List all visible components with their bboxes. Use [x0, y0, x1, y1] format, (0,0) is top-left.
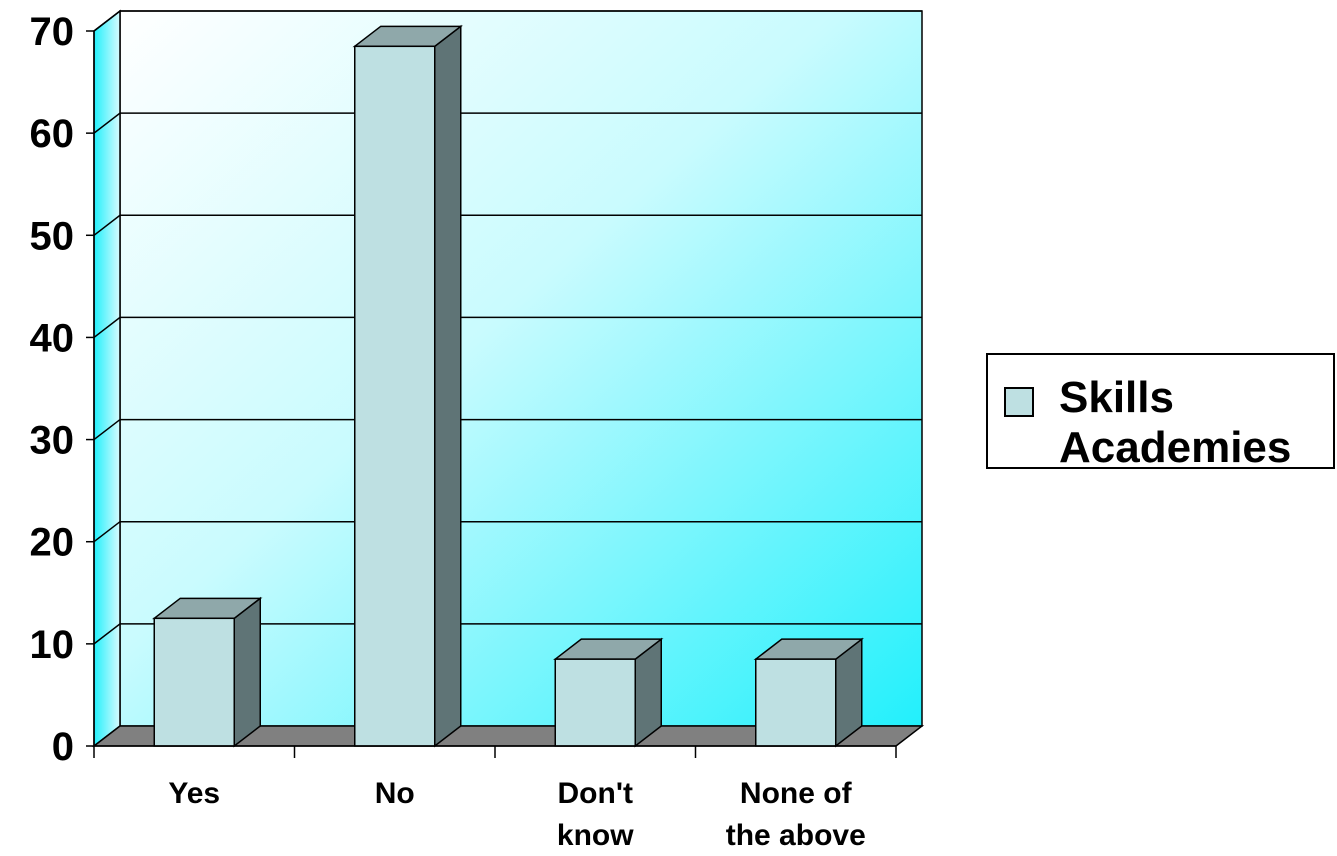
legend-swatch-skills-academies	[1004, 387, 1034, 417]
x-tick-label: No	[375, 777, 415, 810]
x-tick-label: Yes	[168, 777, 220, 810]
legend-label-skills-academies: Skills Academies	[1059, 373, 1329, 473]
bar	[352, 24, 463, 748]
plot-area	[91, 9, 925, 748]
x-tick-label: the above	[726, 819, 866, 852]
gridline	[93, 418, 922, 441]
axes-group: 0 10 20 30 40 50 60 70 Yes No Don't know None of the …	[30, 10, 897, 852]
bar	[553, 637, 664, 748]
bar	[152, 596, 263, 748]
bar	[753, 637, 864, 748]
y-tick-label: 60	[30, 112, 75, 156]
y-tick-label: 50	[30, 214, 75, 258]
bar-front	[153, 617, 235, 747]
x-tick-label: None of	[740, 777, 853, 810]
x-tick-label: know	[557, 819, 634, 852]
legend-label-line-2: Academies	[1059, 423, 1292, 472]
y-tick-label: 30	[30, 419, 75, 463]
gridline	[93, 112, 922, 134]
gridline	[93, 316, 922, 339]
bar-side	[233, 596, 261, 748]
y-tick-label: 40	[30, 316, 75, 360]
bars-group	[152, 24, 864, 748]
gridline	[93, 520, 922, 543]
bar-front	[354, 45, 436, 747]
legend: Skills Academies	[986, 353, 1335, 472]
legend-label-line-1: Skills	[1059, 373, 1174, 422]
y-tick-label: 70	[30, 10, 75, 54]
bar-front	[554, 658, 636, 747]
gridline	[93, 10, 922, 32]
y-tick-label: 20	[30, 521, 75, 565]
y-tick-label: 0	[52, 725, 74, 769]
y-tick-label: 10	[30, 623, 75, 667]
gridline	[93, 214, 922, 236]
side-wall	[93, 9, 121, 748]
x-tick-label: Don't	[558, 777, 633, 810]
gridline	[93, 623, 922, 645]
bar-side	[434, 24, 462, 748]
bar-front	[755, 658, 837, 747]
